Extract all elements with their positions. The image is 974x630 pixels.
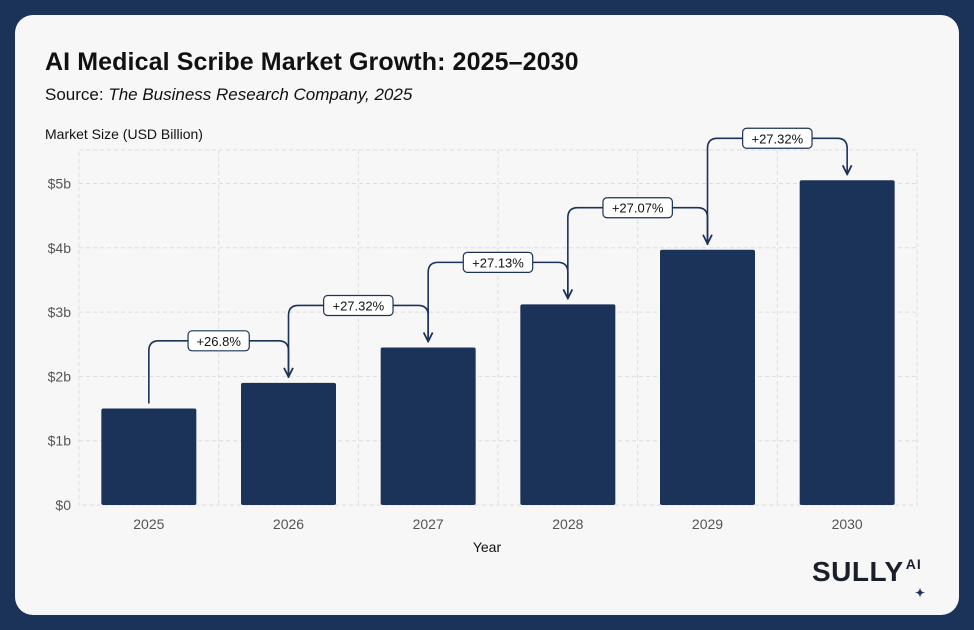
x-tick-label: 2027	[413, 516, 444, 532]
bar	[520, 304, 616, 505]
growth-label-box	[602, 197, 673, 219]
bar-chart: $0 $1b $2b $3b $4b $5b 2025 2026 2027 2028 2029 203…	[48, 127, 918, 532]
y-tick-label: $2b	[48, 368, 72, 384]
y-tick-label: $1b	[48, 433, 72, 449]
sparkle-icon: ✦	[915, 586, 926, 600]
plot-frame	[78, 149, 918, 506]
y-axis-label: Market Size (USD Billion)	[45, 126, 203, 142]
growth-label-box	[462, 251, 534, 273]
source-label: Source:	[45, 85, 109, 104]
bar	[380, 347, 476, 505]
growth-label: +27.32%	[332, 298, 384, 313]
source-name: The Business Research Company, 2025	[108, 85, 413, 104]
growth-label-box	[323, 294, 394, 317]
y-tick-label: $0	[55, 497, 71, 513]
growth-label: +27.13%	[472, 255, 524, 270]
logo-suffix: AI	[905, 556, 922, 572]
growth-label-box	[187, 330, 250, 352]
growth-label: +26.8%	[196, 334, 241, 349]
y-tick-label: $5b	[48, 176, 72, 192]
growth-label: +27.32%	[751, 131, 803, 146]
bar	[660, 249, 755, 505]
x-tick-label: 2029	[692, 516, 723, 532]
chart-card: AI Medical Scribe Market Growth: 2025–20…	[15, 15, 959, 615]
x-tick-label: 2028	[552, 516, 583, 532]
chart-subtitle: Source: The Business Research Company, 2…	[45, 85, 412, 105]
x-axis-label: Year	[472, 539, 502, 555]
bar	[241, 382, 336, 505]
logo-text: SULLY	[812, 556, 904, 587]
bar	[101, 408, 197, 505]
sully-ai-logo: SULLY AI ✦	[812, 556, 925, 600]
y-tick-label: $3b	[48, 304, 72, 320]
bar	[799, 180, 895, 505]
y-tick-label: $4b	[48, 240, 72, 256]
x-tick-label: 2025	[133, 516, 164, 532]
x-tick-label: 2030	[832, 516, 863, 532]
growth-label: +27.07%	[612, 201, 664, 216]
chart-title: AI Medical Scribe Market Growth: 2025–20…	[45, 48, 579, 76]
growth-label-box	[742, 127, 813, 149]
x-tick-label: 2026	[273, 516, 304, 532]
